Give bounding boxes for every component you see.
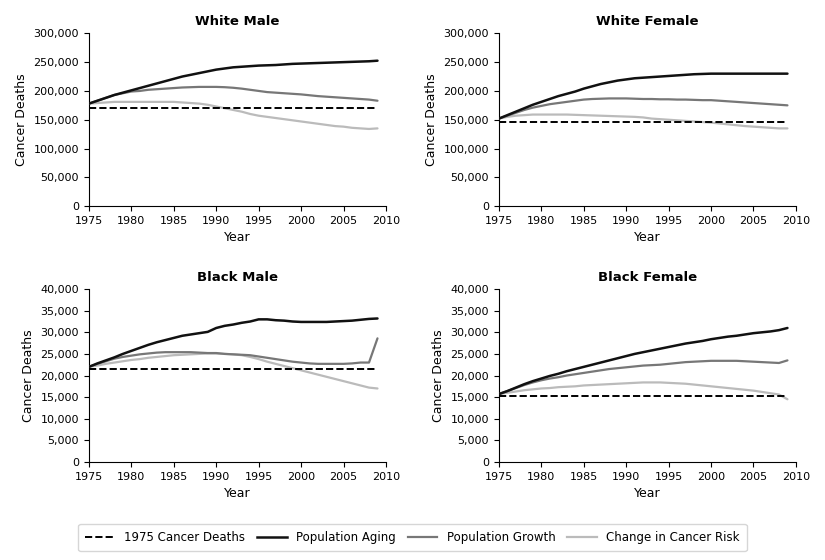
X-axis label: Year: Year xyxy=(224,231,251,244)
Title: Black Female: Black Female xyxy=(598,271,697,284)
Title: White Male: White Male xyxy=(196,15,280,28)
Title: White Female: White Female xyxy=(596,15,699,28)
Y-axis label: Cancer Deaths: Cancer Deaths xyxy=(425,73,438,166)
X-axis label: Year: Year xyxy=(224,487,251,500)
Legend: 1975 Cancer Deaths, Population Aging, Population Growth, Change in Cancer Risk: 1975 Cancer Deaths, Population Aging, Po… xyxy=(78,524,747,551)
X-axis label: Year: Year xyxy=(634,231,661,244)
Y-axis label: Cancer Deaths: Cancer Deaths xyxy=(22,329,35,422)
Y-axis label: Cancer Deaths: Cancer Deaths xyxy=(432,329,445,422)
Y-axis label: Cancer Deaths: Cancer Deaths xyxy=(15,73,28,166)
X-axis label: Year: Year xyxy=(634,487,661,500)
Title: Black Male: Black Male xyxy=(197,271,278,284)
